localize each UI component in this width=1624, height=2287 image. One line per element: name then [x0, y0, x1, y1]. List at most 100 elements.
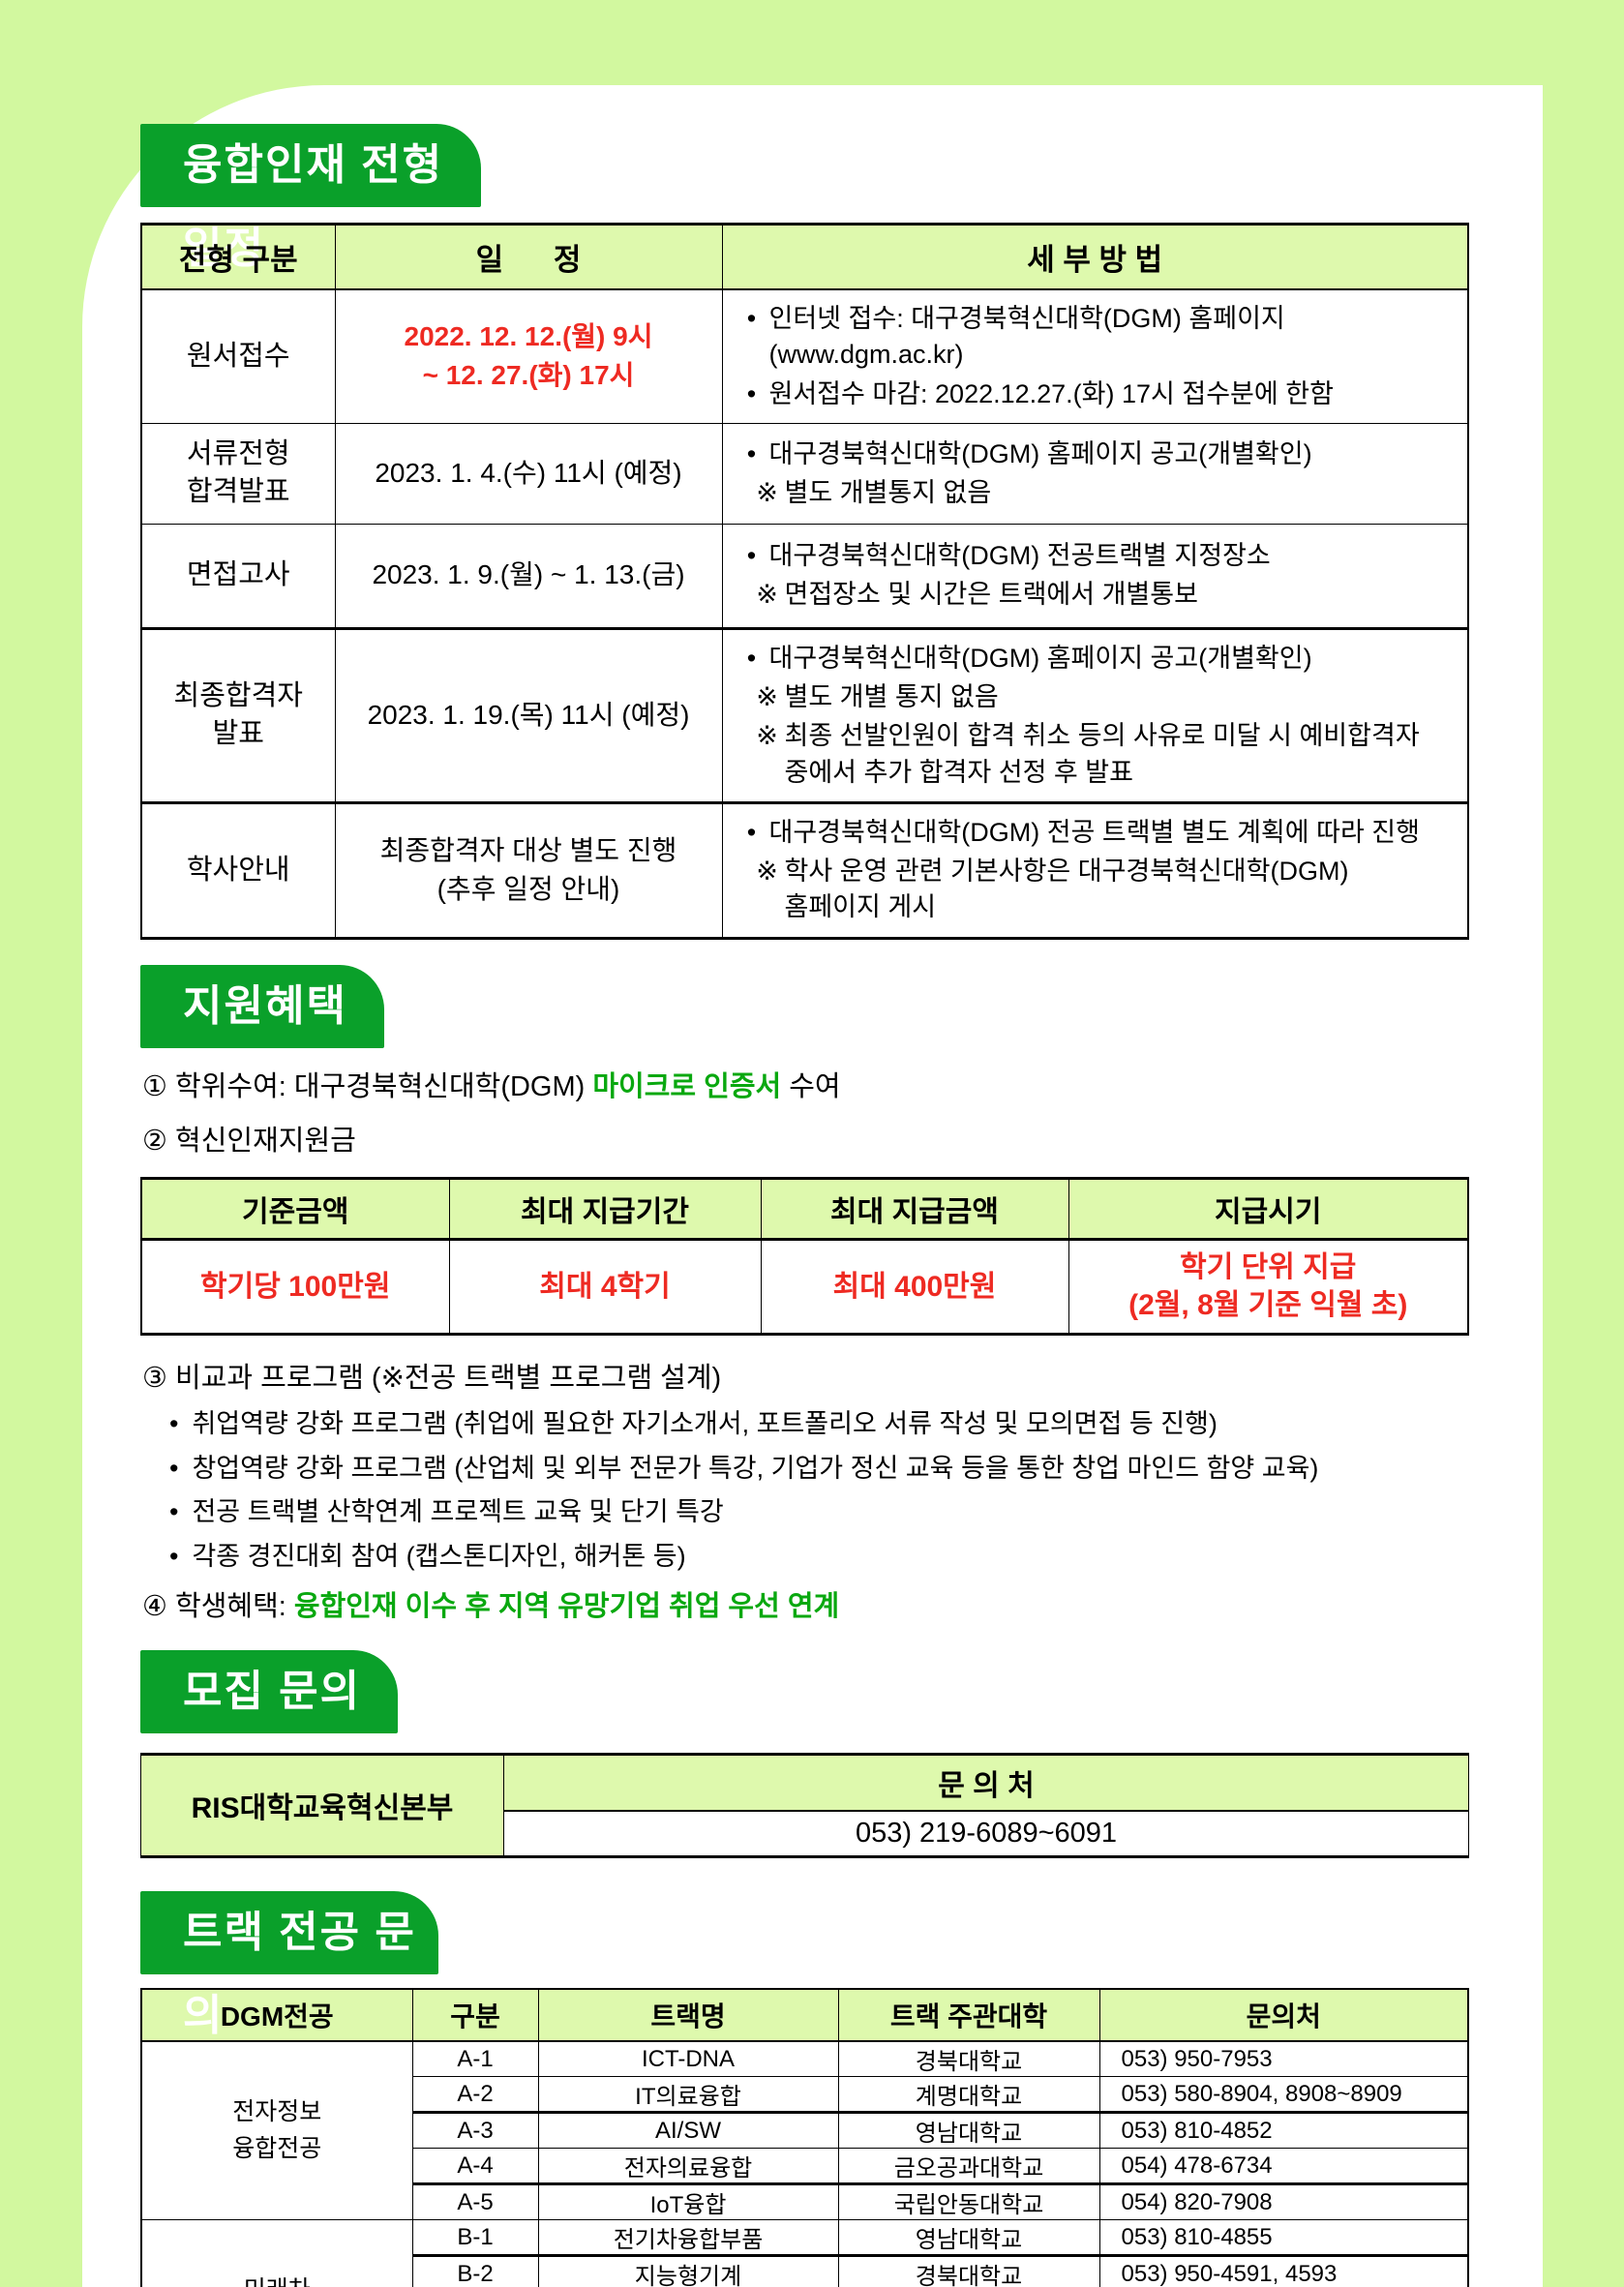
detail-line: • 대구경북혁신대학(DGM) 홈페이지 공고(개별확인)	[735, 436, 1457, 472]
track-name-cell: IT의료융합	[537, 2076, 839, 2114]
code-cell: A-3	[411, 2111, 539, 2150]
university-cell: 금오공과대학교	[837, 2148, 1100, 2185]
benefit-item-degree-suffix: 수여	[781, 1070, 841, 1102]
bullet-marker: •	[746, 541, 757, 570]
phone-cell: 053) 950-7953	[1098, 2040, 1469, 2078]
university-cell: 경북대학교	[837, 2040, 1100, 2078]
university-cell: 영남대학교	[837, 2111, 1100, 2150]
detail-line: ※ 별도 개별 통지 없음	[735, 679, 1457, 715]
schedule-row-academic-guide: 학사안내 최종합격자 대상 별도 진행 (추후 일정 안내) • 대구경북혁신대학…	[140, 800, 1469, 939]
date-cell: 2023. 1. 4.(수) 11시 (예정)	[334, 422, 723, 525]
track-name-cell: 전기차융합부품	[537, 2219, 839, 2257]
detail-line: • 대구경북혁신대학(DGM) 전공트랙별 지정장소	[735, 538, 1457, 574]
schedule-row-final-result: 최종합격자 발표 2023. 1. 19.(목) 11시 (예정) • 대구경북혁…	[140, 626, 1469, 803]
benefit-item-degree: ① 학위수여: 대구경북혁신대학(DGM) 마이크로 인증서 수여	[142, 1068, 1469, 1107]
column-header-division: 구분	[411, 1988, 539, 2043]
category-cell: 최종합격자 발표	[140, 626, 336, 803]
column-header-contact: 문의처	[1098, 1988, 1469, 2043]
column-header-host-university: 트랙 주관대학	[837, 1988, 1100, 2043]
schedule-header-row: 전형 구분 일 정 세 부 방 법	[140, 224, 1469, 290]
bullet-marker: •	[746, 817, 757, 847]
track-row: 미래차 융합전공 B-1 전기차융합부품 영남대학교 053) 810-4855	[140, 2219, 1469, 2287]
schedule-row-application: 원서접수 2022. 12. 12.(월) 9시 ~ 12. 27.(화) 17…	[140, 288, 1469, 424]
program-bullet-text: 전공 트랙별 산학연계 프로젝트 교육 및 단기 특강	[192, 1497, 724, 1527]
column-header-max-amount: 최대 지급금액	[760, 1177, 1069, 1241]
detail-text: 대구경북혁신대학(DGM) 홈페이지 공고(개별확인)	[768, 643, 1312, 673]
details-cell: • 대구경북혁신대학(DGM) 전공트랙별 지정장소 ※ 면접장소 및 시간은 트랙…	[721, 523, 1469, 629]
schedule-row-interview: 면접고사 2023. 1. 9.(월) ~ 1. 13.(금) • 대구경북혁신대…	[140, 523, 1469, 629]
category-cell: 학사안내	[140, 800, 336, 939]
program-bullet-text: 창업역량 강화 프로그램 (산업체 및 외부 전문가 특강, 기업가 정신 교육…	[192, 1453, 1319, 1483]
note-marker: ※	[756, 857, 778, 886]
track-name-cell: ICT-DNA	[537, 2040, 839, 2078]
detail-line: • 대구경북혁신대학(DGM) 홈페이지 공고(개별확인)	[735, 641, 1457, 677]
recruit-contact-header-row: RIS대학교육혁신본부 문 의 처	[140, 1753, 1469, 1858]
track-row: A-2 IT의료융합 계명대학교 053) 580-8904, 8908~890…	[141, 2076, 1469, 2114]
column-header-category: 전형 구분	[140, 224, 336, 290]
university-cell: 국립안동대학교	[837, 2182, 1100, 2221]
bullet-marker: •	[746, 304, 757, 333]
column-header-contact: 문 의 처	[503, 1753, 1469, 1812]
section-badge-track-contact: 트랙 전공 문의	[140, 1891, 438, 2039]
phone-cell: 053) 810-4852	[1098, 2111, 1469, 2150]
column-header-max-period: 최대 지급기간	[448, 1177, 762, 1241]
column-header-dgm-major: DGM전공	[140, 1988, 413, 2043]
bullet-marker: •	[746, 438, 757, 468]
track-row: 전자정보 융합전공 A-1 ICT-DNA 경북대학교 053) 950-795…	[140, 2040, 1469, 2221]
detail-line: • 원서접수 마감: 2022.12.27.(화) 17시 접수분에 한함	[735, 376, 1457, 412]
detail-text: 학사 운영 관련 기본사항은 대구경북혁신대학(DGM) 홈페이지 게시	[784, 857, 1349, 922]
track-name-cell: AI/SW	[537, 2111, 839, 2150]
section-badge-recruit-contact: 모집 문의	[140, 1649, 398, 1733]
detail-text: 면접장소 및 시간은 트랙에서 개별통보	[784, 580, 1198, 610]
phone-cell: 054) 820-7908	[1098, 2182, 1469, 2221]
benefit-item-student-prefix: ④ 학생혜택:	[142, 1591, 294, 1623]
grant-value-cell: 최대 4학기	[448, 1238, 762, 1335]
program-bullet-text: 취업역량 강화 프로그램 (취업에 필요한 자기소개서, 포트폴리오 서류 작성…	[192, 1409, 1218, 1439]
benefit-item-degree-highlight: 마이크로 인증서	[592, 1070, 782, 1102]
date-cell: 2022. 12. 12.(월) 9시 ~ 12. 27.(화) 17시	[334, 288, 723, 424]
program-bullet-text: 각종 경진대회 참여 (캡스톤디자인, 해커톤 등)	[192, 1541, 686, 1571]
grant-value-cell: 학기 단위 지급 (2월, 8월 기준 익월 초)	[1068, 1238, 1469, 1335]
track-header-row: DGM전공 구분 트랙명 트랙 주관대학 문의처	[140, 1988, 1469, 2043]
phone-cell: 053) 580-8904, 8908~8909	[1098, 2076, 1469, 2114]
detail-line: • 대구경북혁신대학(DGM) 전공 트랙별 별도 계획에 따라 진행	[735, 815, 1457, 851]
benefit-item-degree-prefix: ① 학위수여: 대구경북혁신대학(DGM)	[142, 1070, 593, 1102]
bullet-marker: •	[169, 1453, 179, 1483]
note-marker: ※	[756, 721, 778, 751]
details-cell: • 대구경북혁신대학(DGM) 홈페이지 공고(개별확인) ※ 별도 개별통지 없음	[721, 422, 1469, 525]
track-name-cell: IoT융합	[537, 2182, 839, 2221]
track-row: B-2 지능형기계 경북대학교 053) 950-4591, 4593	[141, 2254, 1469, 2287]
bullet-marker: •	[746, 378, 757, 408]
column-header-date: 일 정	[334, 224, 723, 290]
university-cell: 영남대학교	[837, 2219, 1100, 2257]
detail-text: 대구경북혁신대학(DGM) 전공 트랙별 별도 계획에 따라 진행	[768, 817, 1420, 847]
grant-value-row: 학기당 100만원 최대 4학기 최대 400만원 학기 단위 지급 (2월, …	[140, 1238, 1469, 1335]
bullet-marker: •	[169, 1541, 179, 1571]
grant-value-cell: 학기당 100만원	[140, 1238, 450, 1335]
column-header-track-name: 트랙명	[537, 1988, 839, 2043]
bullet-marker: •	[746, 643, 757, 673]
details-cell: • 대구경북혁신대학(DGM) 홈페이지 공고(개별확인) ※ 별도 개별 통지 없…	[721, 626, 1469, 803]
bullet-marker: •	[169, 1409, 179, 1439]
code-cell: A-2	[411, 2076, 539, 2114]
detail-text: 별도 개별 통지 없음	[784, 682, 999, 711]
phone-cell: 053) 950-4591, 4593	[1098, 2254, 1469, 2287]
university-cell: 경북대학교	[837, 2254, 1100, 2287]
details-cell: • 대구경북혁신대학(DGM) 전공 트랙별 별도 계획에 따라 진행 ※ 학사 운…	[721, 800, 1469, 939]
category-cell: 면접고사	[140, 523, 336, 629]
benefit-item-student: ④ 학생혜택: 융합인재 이수 후 지역 유망기업 취업 우선 연계	[142, 1587, 1469, 1627]
date-cell: 2023. 1. 9.(월) ~ 1. 13.(금)	[334, 523, 723, 629]
category-cell: 원서접수	[140, 288, 336, 424]
program-bullet: • 각종 경진대회 참여 (캡스톤디자인, 해커톤 등)	[169, 1539, 1469, 1574]
code-cell: A-1	[411, 2040, 539, 2078]
detail-line: • 인터넷 접수: 대구경북혁신대학(DGM) 홈페이지(www.dgm.ac.k…	[735, 301, 1457, 374]
content-card: 융합인재 전형일정 전형 구분 일 정 세 부 방 법 원서접수 2022. 1…	[82, 85, 1543, 2287]
code-cell: B-2	[411, 2254, 539, 2287]
grant-table: 기준금액 최대 지급기간 최대 지급금액 지급시기 학기당 100만원 최대 4…	[140, 1176, 1469, 1336]
recruit-contact-table: RIS대학교육혁신본부 문 의 처 053) 219-6089~6091	[140, 1752, 1469, 1859]
detail-text: 대구경북혁신대학(DGM) 전공트랙별 지정장소	[768, 541, 1271, 570]
section-badge-schedule: 융합인재 전형일정	[140, 124, 481, 272]
program-bullet: • 전공 트랙별 산학연계 프로젝트 교육 및 단기 특강	[169, 1494, 1469, 1529]
date-cell: 최종합격자 대상 별도 진행 (추후 일정 안내)	[334, 800, 723, 939]
